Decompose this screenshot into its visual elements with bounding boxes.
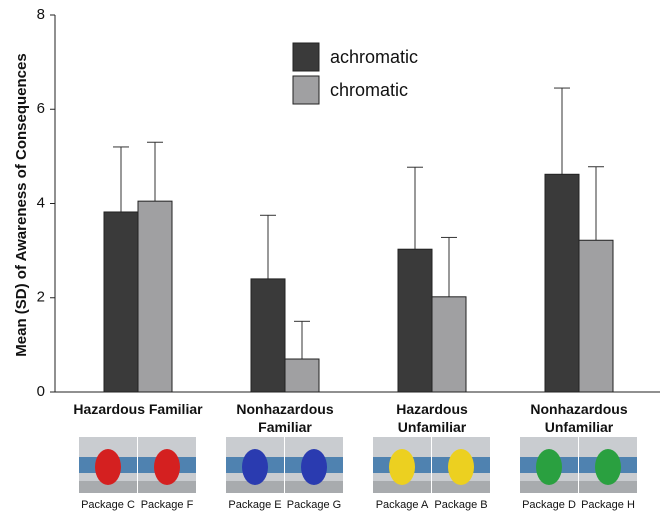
package-bottle — [301, 449, 327, 485]
legend-label: chromatic — [330, 80, 408, 100]
chart-svg: Mean (SD) of Awareness of Consequences 0… — [0, 0, 661, 514]
package-label: Package E — [228, 499, 281, 511]
package-bottle — [95, 449, 121, 485]
x-tick-label: Nonhazardous Unfamiliar — [509, 400, 649, 436]
chart: Mean (SD) of Awareness of Consequences 0… — [0, 0, 661, 514]
legend-swatch — [293, 76, 319, 104]
bar — [285, 359, 319, 392]
x-tick-label: Hazardous Familiar — [68, 400, 208, 418]
y-axis-label: Mean (SD) of Awareness of Consequences — [13, 53, 30, 356]
bar — [104, 212, 138, 392]
package-label: Package H — [581, 499, 635, 511]
x-tick-label: Nonhazardous Familiar — [215, 400, 355, 436]
y-tick-label: 4 — [37, 194, 45, 211]
package-label: Package G — [287, 499, 341, 511]
legend-label: achromatic — [330, 47, 418, 67]
y-tick-label: 2 — [37, 289, 45, 306]
package-label: Package C — [81, 499, 135, 511]
bar — [398, 249, 432, 392]
package-bottle — [389, 449, 415, 485]
package-label: Package F — [141, 499, 194, 511]
bar — [138, 201, 172, 392]
bar — [251, 279, 285, 392]
package-bottle — [536, 449, 562, 485]
package-bottle — [154, 449, 180, 485]
bar — [432, 297, 466, 392]
y-tick-label: 0 — [37, 383, 45, 400]
y-tick-label: 6 — [37, 100, 45, 117]
legend-swatch — [293, 43, 319, 71]
package-label: Package B — [434, 499, 487, 511]
x-tick-label: Hazardous Unfamiliar — [362, 400, 502, 436]
package-label: Package D — [522, 499, 576, 511]
y-tick-label: 8 — [37, 6, 45, 23]
package-bottle — [448, 449, 474, 485]
package-label: Package A — [376, 499, 429, 511]
bar — [579, 240, 613, 392]
bar — [545, 174, 579, 392]
package-bottle — [242, 449, 268, 485]
package-bottle — [595, 449, 621, 485]
